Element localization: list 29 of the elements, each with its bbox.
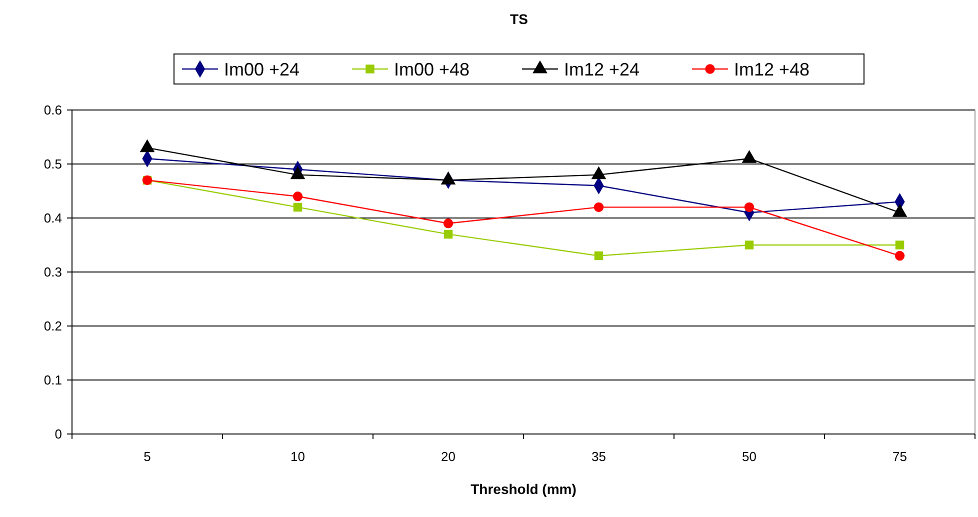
legend-label: Im00 +48 [394,59,470,80]
legend-label: Im12 +48 [734,59,810,80]
point [594,202,604,212]
y-tick-label: 0.4 [44,210,62,226]
x-tick-label: 35 [592,449,606,464]
y-tick-label: 0.6 [44,102,62,118]
point [292,192,303,202]
point [894,250,905,261]
x-tick-label: 10 [290,449,305,464]
y-tick-label: 0.1 [44,372,62,388]
x-axis-title: Threshold (mm) [470,481,576,497]
point [744,240,754,250]
point [293,202,302,212]
y-tick-label: 0 [54,426,62,442]
x-tick-label: 75 [892,449,907,464]
point [443,218,454,228]
x-tick-label: 20 [441,449,456,464]
point [895,240,904,250]
point [744,202,754,212]
chart-title: TS [510,11,528,27]
legend-label: Im12 +24 [564,59,640,80]
y-tick-label: 0.3 [44,264,62,280]
point [444,230,453,239]
point [594,251,604,260]
x-tick-label: 50 [742,449,756,464]
y-tick-label: 0.5 [44,156,62,172]
x-tick-label: 5 [144,449,151,464]
y-tick-label: 0.2 [44,318,62,334]
legend-label: Im00 +24 [224,59,300,80]
